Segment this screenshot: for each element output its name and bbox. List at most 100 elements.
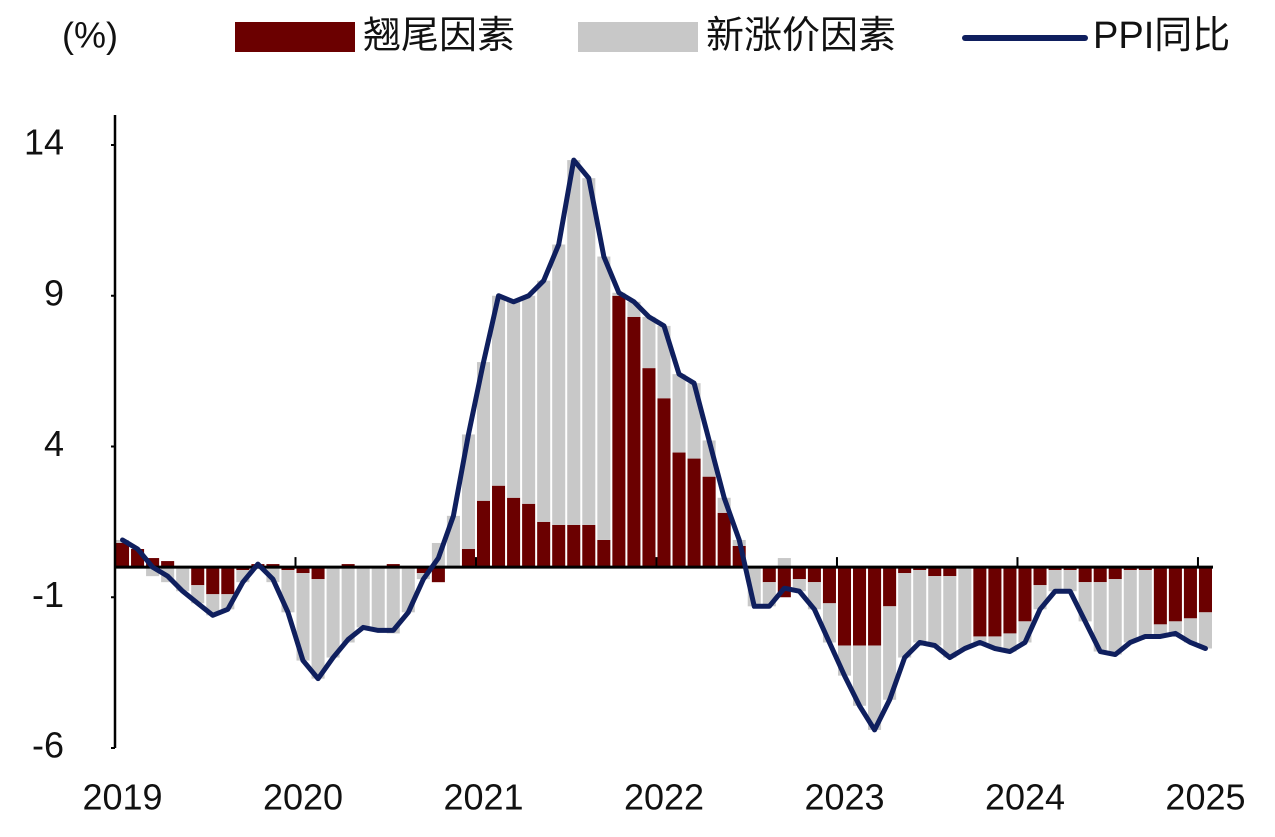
bar [642,316,656,369]
bar [281,567,295,571]
bar [1138,570,1152,637]
bar [341,564,355,568]
bar [853,645,867,706]
bar [161,561,175,568]
bar [552,524,566,568]
bar [1138,567,1152,571]
bar [853,567,867,646]
bar [717,512,731,568]
bar [582,178,596,525]
bar [913,567,927,571]
bar [582,524,596,568]
y-tick-label: 9 [44,272,64,313]
bar [868,567,882,646]
bar [943,567,957,577]
x-tick-label: 2020 [263,777,343,818]
bar [236,567,250,571]
x-tick-label: 2023 [804,777,884,818]
bar [476,500,491,568]
bar [206,567,220,595]
bar [116,542,130,568]
bar [687,458,701,568]
bar [928,567,942,577]
bar [1183,618,1197,643]
bar [657,398,671,568]
bar [672,374,686,453]
x-tick-label: 2019 [82,777,162,818]
bar [296,573,310,661]
bar [356,567,370,628]
bar [762,567,776,583]
bar [958,567,972,649]
line [120,157,1208,733]
bar [567,524,581,568]
bar [1198,567,1212,613]
bar [386,567,400,634]
bar [146,558,160,568]
bar [928,576,942,646]
bar [296,567,310,574]
y-tick-label: -6 [32,725,64,766]
bar [1108,567,1122,580]
bar [702,476,716,568]
bar [326,567,340,658]
bar [1168,621,1182,634]
bar [221,567,235,595]
bar [913,570,927,643]
bar [522,503,536,568]
y-tick-label: 4 [44,423,64,464]
bar [476,362,491,501]
bar [898,573,912,658]
x-tick-label: 2025 [1165,777,1245,818]
bar [883,606,897,700]
bar [612,295,626,568]
bar [777,558,791,568]
bar [988,567,1002,637]
bar [537,521,551,568]
bar [1048,567,1062,571]
bar [1003,567,1017,634]
bar [146,567,160,577]
bar [492,295,506,486]
bar [386,564,400,568]
bar [807,567,821,583]
bar [837,567,852,646]
bar [266,564,280,568]
bar [1018,567,1032,622]
bar [341,567,355,643]
legend: 翘尾因素 新涨价因素 PPI同比 [235,15,1230,57]
bar [822,567,836,604]
bar [1153,567,1167,625]
bar [537,280,551,522]
bar [311,567,325,580]
bar [973,567,987,637]
legend-label: PPI同比 [1093,15,1230,57]
bar [552,244,566,525]
bar [1198,612,1212,649]
bar [1123,567,1137,571]
bar [311,579,325,679]
bar [191,567,205,586]
bar [371,567,385,631]
bar [1108,579,1122,655]
bar [1183,567,1197,619]
bar [627,316,641,568]
unit-label: (%) [62,15,118,56]
bar [642,368,656,568]
bar [567,160,581,525]
bar [507,301,521,498]
x-tick-label: 2022 [624,777,704,818]
bar [943,576,957,658]
bar [973,636,987,643]
legend-label: 新涨价因素 [706,15,896,57]
bar [1093,582,1107,652]
legend-label: 翘尾因素 [363,15,515,57]
x-tick-label: 2021 [443,777,523,818]
bar [522,295,536,504]
bar [1048,570,1062,592]
bar [1063,567,1077,571]
bar [1168,567,1182,622]
bar [1123,570,1137,643]
